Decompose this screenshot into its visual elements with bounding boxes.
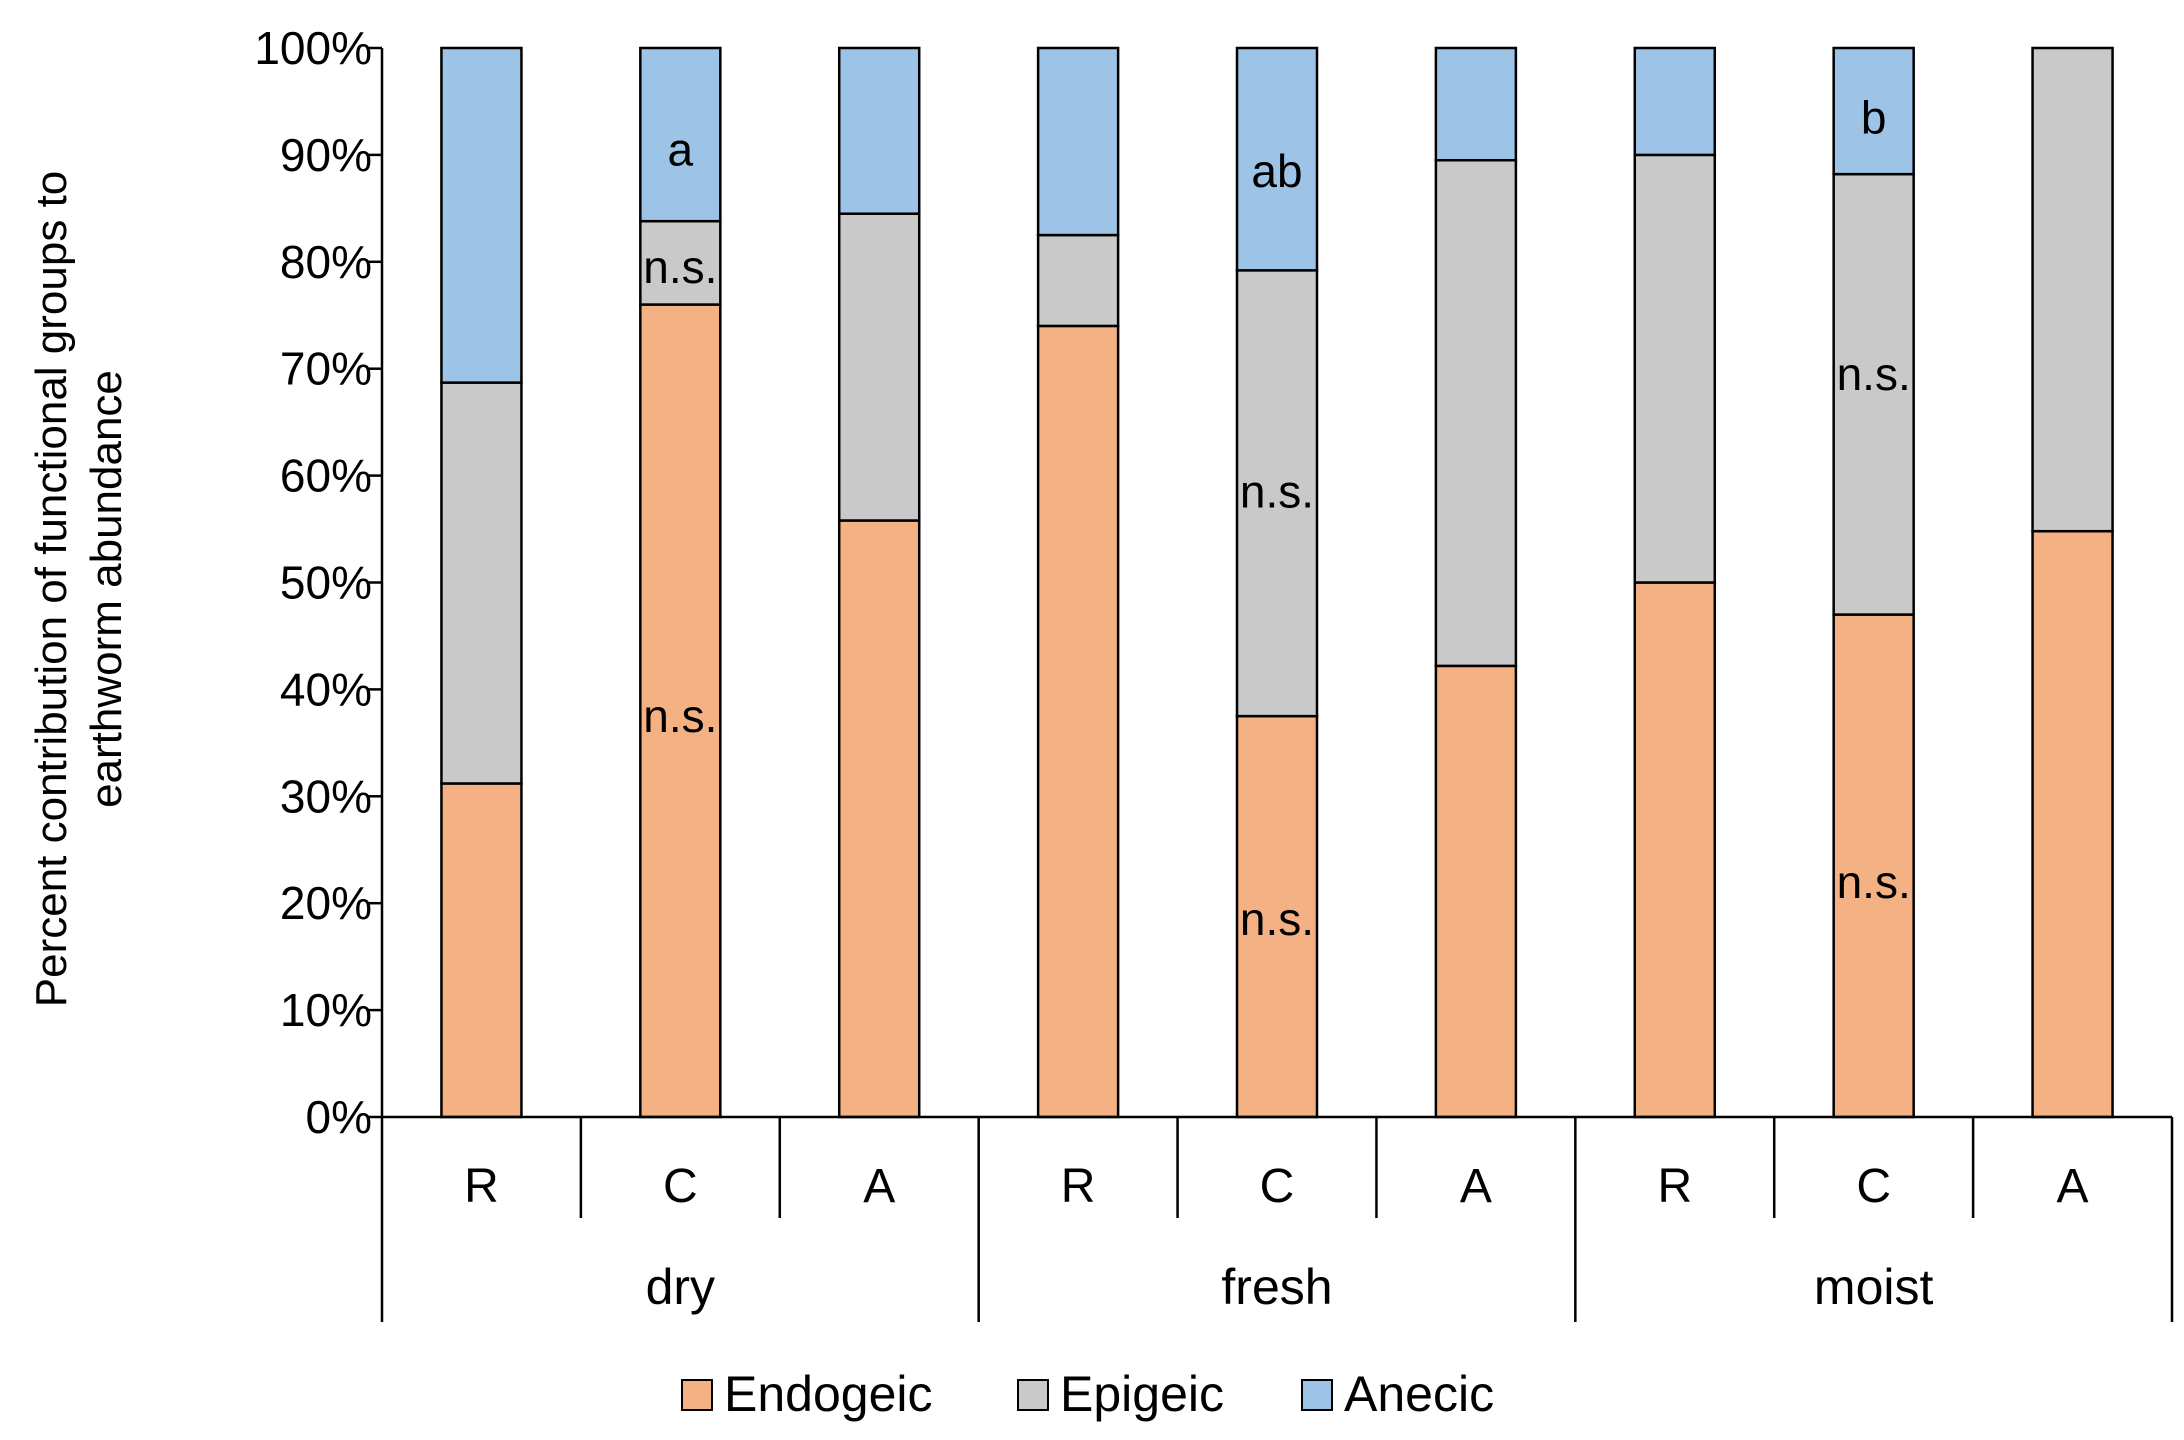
- bar-endogeic-5: [1434, 664, 1518, 1119]
- bar-annotation: n.s.: [1837, 348, 1911, 400]
- bar-anecic-0: [440, 46, 523, 384]
- bar-annotation: b: [1861, 91, 1887, 143]
- legend-swatch-endogeic: [681, 1379, 713, 1411]
- bar-epigeic-7: [1832, 172, 1915, 616]
- bar-anecic-7: [1832, 46, 1915, 176]
- y-tick-label: 70%: [280, 343, 372, 395]
- legend-swatch-anecic: [1301, 1379, 1333, 1411]
- bar-epigeic-5: [1434, 158, 1518, 668]
- bar-endogeic-3: [1036, 324, 1120, 1119]
- x-category-label: C: [663, 1160, 698, 1213]
- bar-annotation: a: [668, 124, 694, 176]
- x-category-label: R: [1657, 1160, 1692, 1213]
- y-tick-label: 10%: [280, 984, 372, 1036]
- x-category-label: A: [863, 1160, 895, 1213]
- bar-epigeic-0: [440, 381, 523, 785]
- bar-endogeic-6: [1633, 581, 1717, 1119]
- bar-annotation: n.s.: [643, 690, 717, 742]
- x-category-label: R: [1061, 1160, 1096, 1213]
- legend-label-endogeic: Endogeic: [724, 1366, 933, 1422]
- bar-epigeic-8: [2031, 46, 2114, 533]
- y-tick-label: 100%: [254, 22, 372, 74]
- bar-anecic-1: [639, 46, 722, 223]
- bar-epigeic-2: [837, 212, 921, 522]
- annotations: a ab b n.s. n.s. n.s. n.s. n.s. n.s.: [643, 91, 1910, 945]
- bar-epigeic-3: [1036, 233, 1120, 328]
- bar-anecic-3: [1036, 46, 1120, 237]
- y-axis-ticks: 0% 10% 20% 30% 40% 50% 60% 70% 80% 90% 100%: [254, 22, 384, 1143]
- bar-annotation: n.s.: [643, 241, 717, 293]
- y-tick-label: 40%: [280, 663, 372, 715]
- bar-epigeic-6: [1633, 153, 1717, 584]
- bar-endogeic-0: [440, 782, 523, 1119]
- x-category-label: C: [1856, 1160, 1891, 1213]
- x-category-label: A: [2057, 1160, 2089, 1213]
- legend-label-epigeic: Epigeic: [1060, 1366, 1224, 1422]
- x-group-label: fresh: [1221, 1259, 1332, 1315]
- bar-anecic-6: [1633, 46, 1717, 157]
- bar-anecic-4: [1235, 46, 1319, 272]
- y-tick-label: 50%: [280, 557, 372, 609]
- y-tick-label: 30%: [280, 770, 372, 822]
- x-group-label: moist: [1814, 1259, 1934, 1315]
- bar-annotation: n.s.: [1240, 893, 1314, 945]
- y-tick-label: 80%: [280, 236, 372, 288]
- bar-annotation: n.s.: [1240, 466, 1314, 518]
- y-axis-title: Percent contribution of functional group…: [27, 171, 131, 1008]
- bar-anecic-2: [837, 46, 921, 215]
- bar-endogeic-1: [639, 303, 722, 1119]
- bar-anecic-5: [1434, 46, 1518, 162]
- bars: [440, 46, 2114, 1119]
- legend-label-anecic: Anecic: [1344, 1366, 1494, 1422]
- y-tick-label: 90%: [280, 129, 372, 181]
- legend: Endogeic Epigeic Anecic: [681, 1366, 1494, 1422]
- x-category-label: R: [464, 1160, 499, 1213]
- x-group-label: dry: [646, 1259, 715, 1315]
- bar-endogeic-2: [837, 519, 921, 1119]
- y-tick-label: 20%: [280, 877, 372, 929]
- y-axis-title-line-2: earthworm abundance: [82, 370, 131, 808]
- bar-endogeic-7: [1832, 613, 1915, 1119]
- bar-epigeic-4: [1235, 269, 1319, 718]
- x-category-label: A: [1460, 1160, 1492, 1213]
- bar-annotation: ab: [1251, 145, 1302, 197]
- y-axis-title-line-1: Percent contribution of functional group…: [27, 171, 76, 1008]
- legend-swatch-epigeic: [1017, 1379, 1049, 1411]
- bar-endogeic-8: [2031, 529, 2114, 1119]
- y-tick-label: 0%: [306, 1091, 372, 1143]
- bar-annotation: n.s.: [1837, 856, 1911, 908]
- x-category-label: C: [1260, 1160, 1295, 1213]
- y-tick-label: 60%: [280, 450, 372, 502]
